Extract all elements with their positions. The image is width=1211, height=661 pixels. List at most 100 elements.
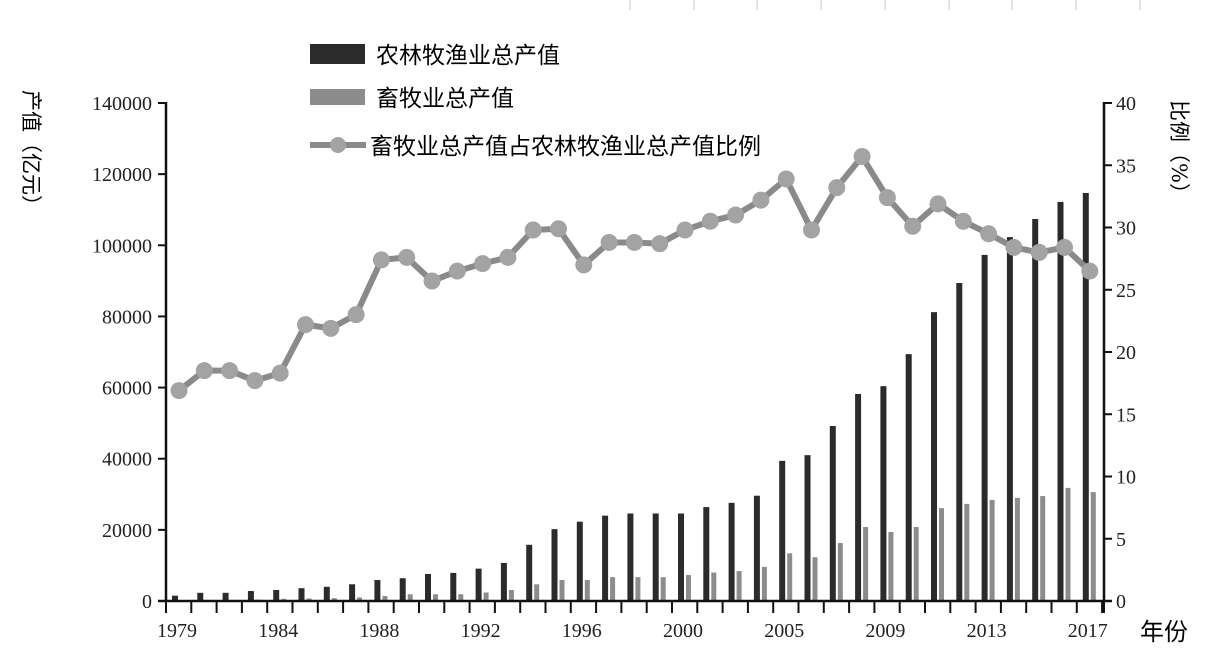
bar-livestock-2010	[913, 527, 919, 601]
bar-livestock-1999	[660, 577, 666, 601]
bars-total-output	[172, 192, 1089, 602]
bar-livestock-1989	[407, 594, 413, 601]
ratio-point-2000	[676, 221, 694, 239]
bar-livestock-1987	[357, 597, 363, 601]
bar-total-1980	[197, 592, 204, 601]
bar-total-2017	[1082, 192, 1089, 601]
legend-label-total-output: 农林牧渔业总产值	[376, 43, 560, 69]
ratio-point-2007	[828, 179, 846, 197]
bar-total-2013	[981, 254, 988, 601]
ratio-point-2015	[1030, 243, 1048, 261]
bar-total-1990	[425, 573, 431, 601]
bar-livestock-1988	[382, 596, 388, 601]
ratio-point-2017	[1081, 262, 1099, 280]
ratio-point-1998	[625, 233, 643, 251]
bar-livestock-1994	[534, 584, 540, 601]
bar-total-2006	[804, 455, 811, 601]
ratio-point-2005	[777, 170, 795, 188]
ratio-point-1979	[170, 382, 188, 400]
left-tick-label: 20000	[102, 520, 152, 542]
bar-livestock-1992	[483, 592, 489, 601]
bar-total-1989	[399, 578, 406, 601]
ratio-point-2010	[904, 217, 922, 235]
ratio-point-1990	[423, 272, 441, 290]
bar-livestock-1998	[635, 577, 641, 601]
bar-total-2005	[779, 460, 786, 601]
ratio-point-1985	[297, 316, 314, 334]
bar-total-2000	[678, 513, 684, 601]
right-tick-label: 25	[1116, 280, 1136, 302]
bar-total-1999	[652, 513, 659, 601]
ratio-point-1999	[651, 235, 669, 253]
right-y-axis: 0 5 10 15 20 25 30 35 40	[1102, 93, 1136, 613]
right-tick-label: 10	[1116, 467, 1136, 489]
x-tick-label: 1996	[562, 620, 602, 642]
bar-total-1997	[602, 515, 609, 601]
left-tick-label: 0	[142, 591, 152, 613]
right-axis-title: 比例（%）	[1167, 100, 1191, 204]
bar-livestock-1995	[559, 580, 565, 601]
ratio-point-1991	[448, 262, 466, 280]
bar-total-1996	[576, 521, 583, 601]
bar-livestock-2005	[787, 553, 793, 601]
bar-livestock-2006	[812, 557, 818, 601]
bar-total-2001	[703, 507, 710, 601]
bar-livestock-2012	[964, 503, 970, 601]
ratio-point-1986	[322, 319, 340, 337]
legend-label-livestock-output: 畜牧业总产值	[376, 86, 514, 112]
ratio-point-1981	[221, 362, 239, 380]
bar-livestock-2009	[888, 531, 894, 601]
ratio-point-1984	[271, 364, 289, 382]
bar-livestock-2001	[711, 572, 717, 601]
left-tick-label: 140000	[92, 93, 152, 115]
bar-livestock-2004	[761, 566, 767, 601]
bar-total-2009	[880, 386, 887, 601]
bar-total-1993	[500, 562, 507, 601]
bar-total-2011	[931, 312, 937, 601]
ratio-point-2008	[853, 148, 871, 166]
right-tick-label: 40	[1116, 93, 1136, 115]
bar-livestock-2002	[736, 571, 742, 601]
ratio-point-2011	[929, 195, 947, 213]
ratio-point-2004	[752, 191, 770, 209]
bar-livestock-2015	[1040, 496, 1046, 601]
bar-total-2007	[829, 425, 836, 601]
ratio-point-1995	[550, 220, 567, 238]
bar-total-2016	[1057, 201, 1064, 602]
right-tick-label: 0	[1116, 591, 1126, 613]
bar-livestock-1997	[610, 577, 616, 601]
bar-total-2004	[753, 495, 760, 601]
legend-swatch-livestock-output	[310, 89, 365, 105]
legend: 农林牧渔业总产值 畜牧业总产值 畜牧业总产值占农林牧渔业总产值比例	[310, 43, 761, 160]
bar-total-1986	[323, 586, 330, 601]
legend-label-ratio: 畜牧业总产值占农林牧渔业总产值比例	[370, 134, 761, 160]
ratio-point-2012	[954, 212, 972, 230]
ratio-point-2009	[878, 189, 896, 207]
x-tick-label: 2000	[663, 620, 703, 642]
bar-total-1992	[475, 568, 482, 601]
bar-total-1984	[273, 589, 280, 601]
ratio-point-1996	[575, 256, 593, 274]
bar-total-1995	[551, 529, 558, 601]
bar-total-1981	[222, 592, 229, 601]
left-tick-label: 40000	[102, 449, 152, 471]
bar-livestock-2014	[1014, 497, 1020, 601]
ratio-line-series	[170, 148, 1099, 400]
bar-livestock-2013	[989, 499, 995, 601]
bar-livestock-2017	[1090, 492, 1096, 601]
bar-total-1987	[349, 584, 356, 601]
x-tick-label: 2009	[865, 620, 905, 642]
right-tick-label: 15	[1116, 404, 1136, 426]
bar-total-1991	[450, 572, 457, 601]
x-tick-label: 2005	[764, 620, 804, 642]
x-axis: 1979 1984 1988 1992 1996 2000 2005 2009 2013 2017	[157, 599, 1112, 642]
x-tick-label: 1979	[157, 620, 197, 642]
left-tick-label: 80000	[102, 306, 152, 328]
ratio-point-2014	[1005, 238, 1023, 256]
ratio-point-1997	[600, 233, 618, 251]
x-tick-label: 1984	[258, 620, 298, 642]
ratio-point-2001	[701, 212, 719, 230]
left-y-axis: 0 20000 40000 60000 80000 100000 120000 140000	[92, 93, 168, 613]
left-axis-title: 产值（亿元）	[19, 90, 43, 216]
